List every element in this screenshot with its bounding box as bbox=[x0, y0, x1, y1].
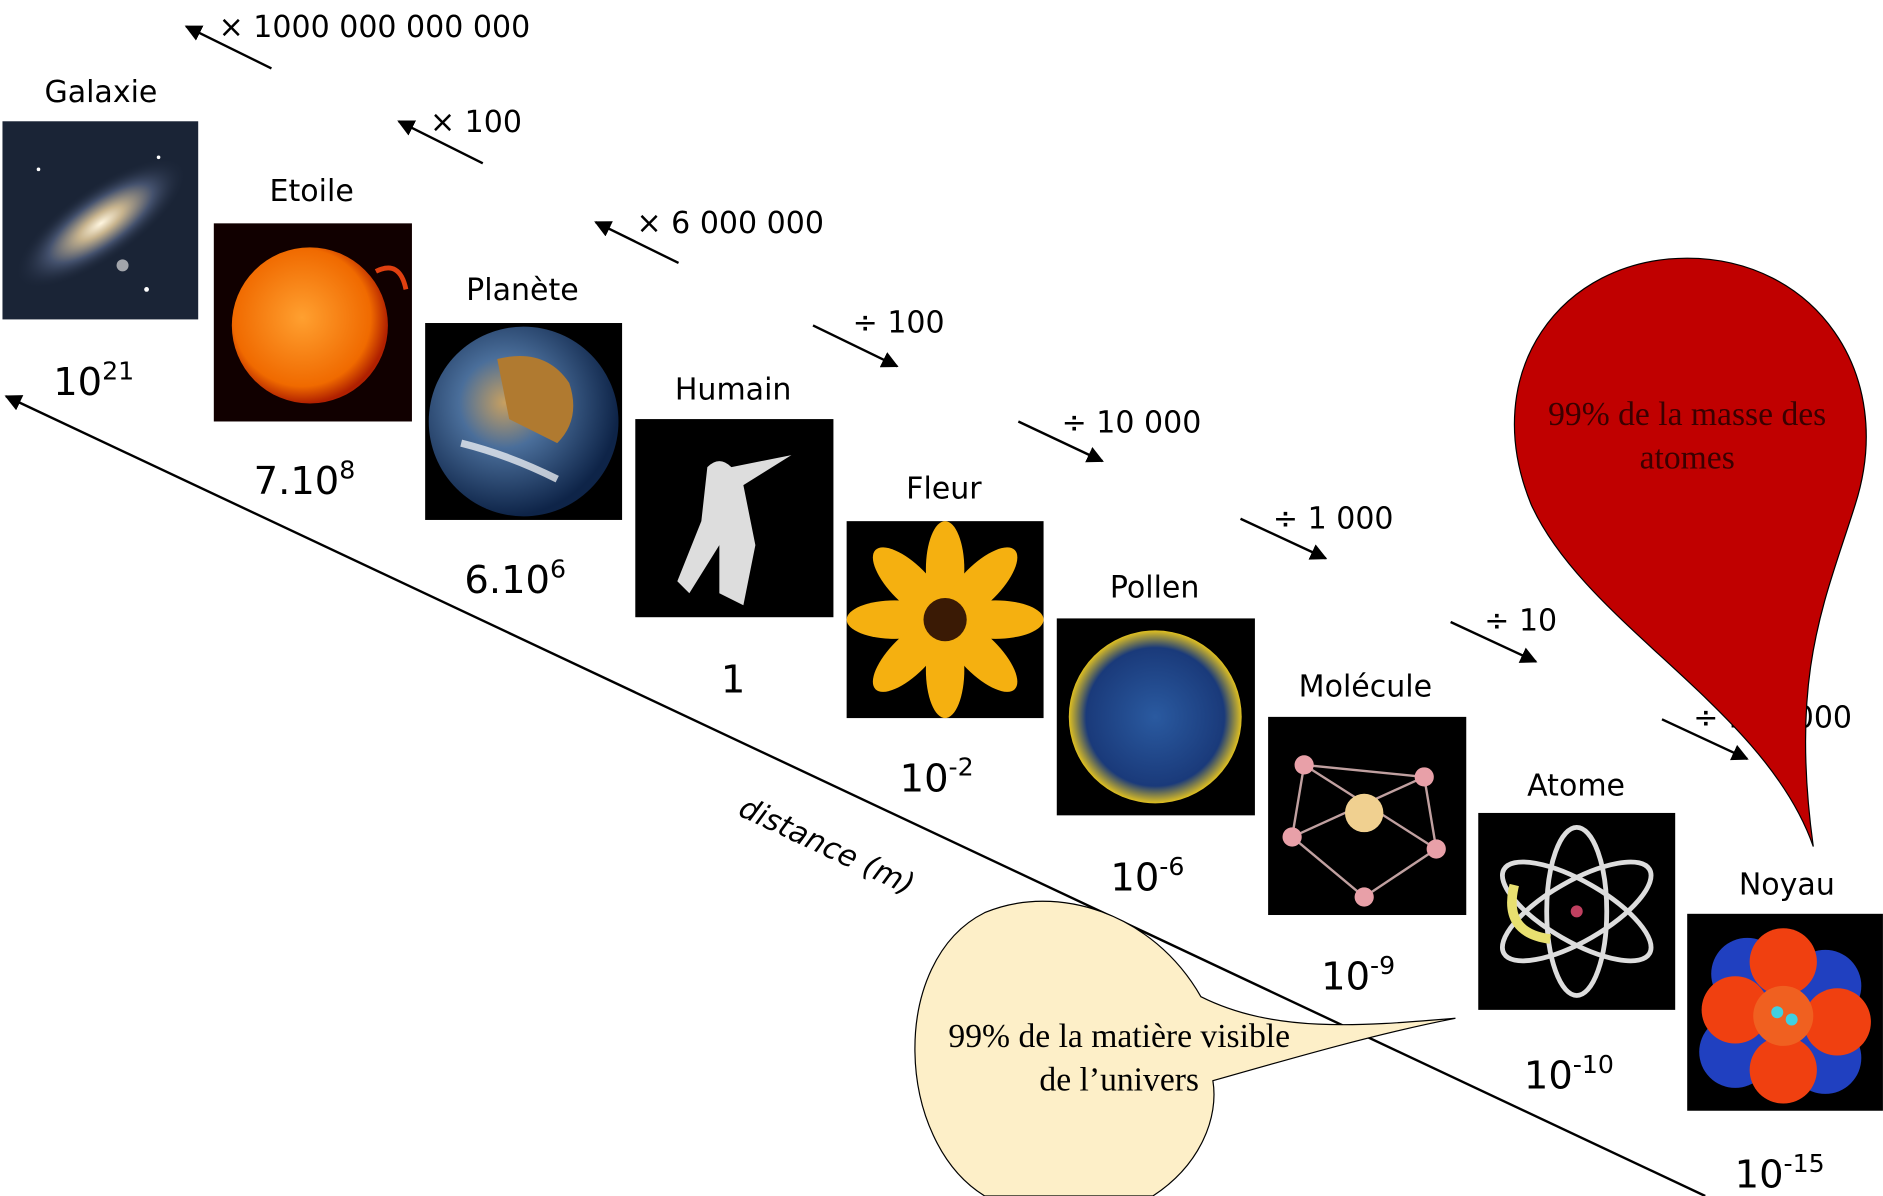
factor-label: ÷ 100 bbox=[853, 306, 945, 341]
distance-label: 10-10 bbox=[1524, 1050, 1614, 1099]
item-label: Molécule bbox=[1299, 669, 1432, 704]
distance-label: 10-15 bbox=[1735, 1149, 1825, 1196]
factor-label: × 100 bbox=[430, 105, 522, 140]
distance-label: 10-9 bbox=[1321, 951, 1395, 1000]
distance-base: 7.10 bbox=[254, 459, 340, 504]
distance-label: 7.108 bbox=[254, 456, 356, 505]
callout-line: 99% de la masse des bbox=[1548, 396, 1826, 433]
distance-label: 1021 bbox=[53, 356, 134, 405]
callout-line: 99% de la matière visible bbox=[948, 1018, 1290, 1055]
distance-base: 10 bbox=[53, 360, 102, 405]
distance-base: 10 bbox=[1735, 1153, 1784, 1196]
distance-base: 10 bbox=[1524, 1054, 1573, 1099]
distance-base: 10 bbox=[1321, 954, 1370, 999]
factor-label: × 6 000 000 bbox=[636, 206, 823, 241]
distance-exponent: -6 bbox=[1159, 852, 1184, 881]
distance-base: 6.10 bbox=[464, 558, 550, 603]
distance-exponent: 6 bbox=[550, 555, 566, 584]
distance-label: 10-2 bbox=[900, 753, 974, 802]
distance-base: 10 bbox=[1110, 855, 1159, 900]
distance-exponent: 21 bbox=[102, 356, 134, 385]
item-label: Galaxie bbox=[44, 75, 157, 110]
distance-exponent: -10 bbox=[1573, 1050, 1614, 1079]
distance-exponent: -15 bbox=[1784, 1149, 1825, 1178]
item-label: Fleur bbox=[906, 471, 982, 506]
item-label: Pollen bbox=[1110, 570, 1200, 605]
distance-exponent: -9 bbox=[1370, 951, 1395, 980]
item-label: Noyau bbox=[1739, 868, 1835, 903]
item-label: Etoile bbox=[270, 174, 354, 209]
distance-exponent: -2 bbox=[949, 753, 974, 782]
distance-label: 1 bbox=[721, 657, 745, 702]
item-label: Humain bbox=[675, 372, 792, 407]
factor-label: × 1000 000 000 000 bbox=[219, 10, 531, 45]
factor-label: ÷ 1 000 bbox=[1273, 501, 1394, 536]
distance-base: 10 bbox=[900, 756, 949, 801]
item-label: Planète bbox=[466, 273, 579, 308]
item-label: Atome bbox=[1527, 769, 1625, 804]
factor-label: ÷ 10 bbox=[1484, 603, 1557, 638]
callout-line: de l’univers bbox=[1039, 1061, 1199, 1098]
distance-label: 6.106 bbox=[464, 555, 566, 604]
factor-label: ÷ 10 000 bbox=[1062, 405, 1202, 440]
distance-base: 1 bbox=[721, 657, 745, 702]
distance-label: 10-6 bbox=[1110, 852, 1184, 901]
axis-label: distance (m) bbox=[734, 790, 920, 902]
distance-exponent: 8 bbox=[339, 456, 355, 485]
diagram: distance (m) Galaxie1021Etoile7.108Planè… bbox=[0, 0, 1883, 1196]
callout-balloon bbox=[1514, 258, 1866, 846]
callout-line: atomes bbox=[1640, 439, 1735, 476]
